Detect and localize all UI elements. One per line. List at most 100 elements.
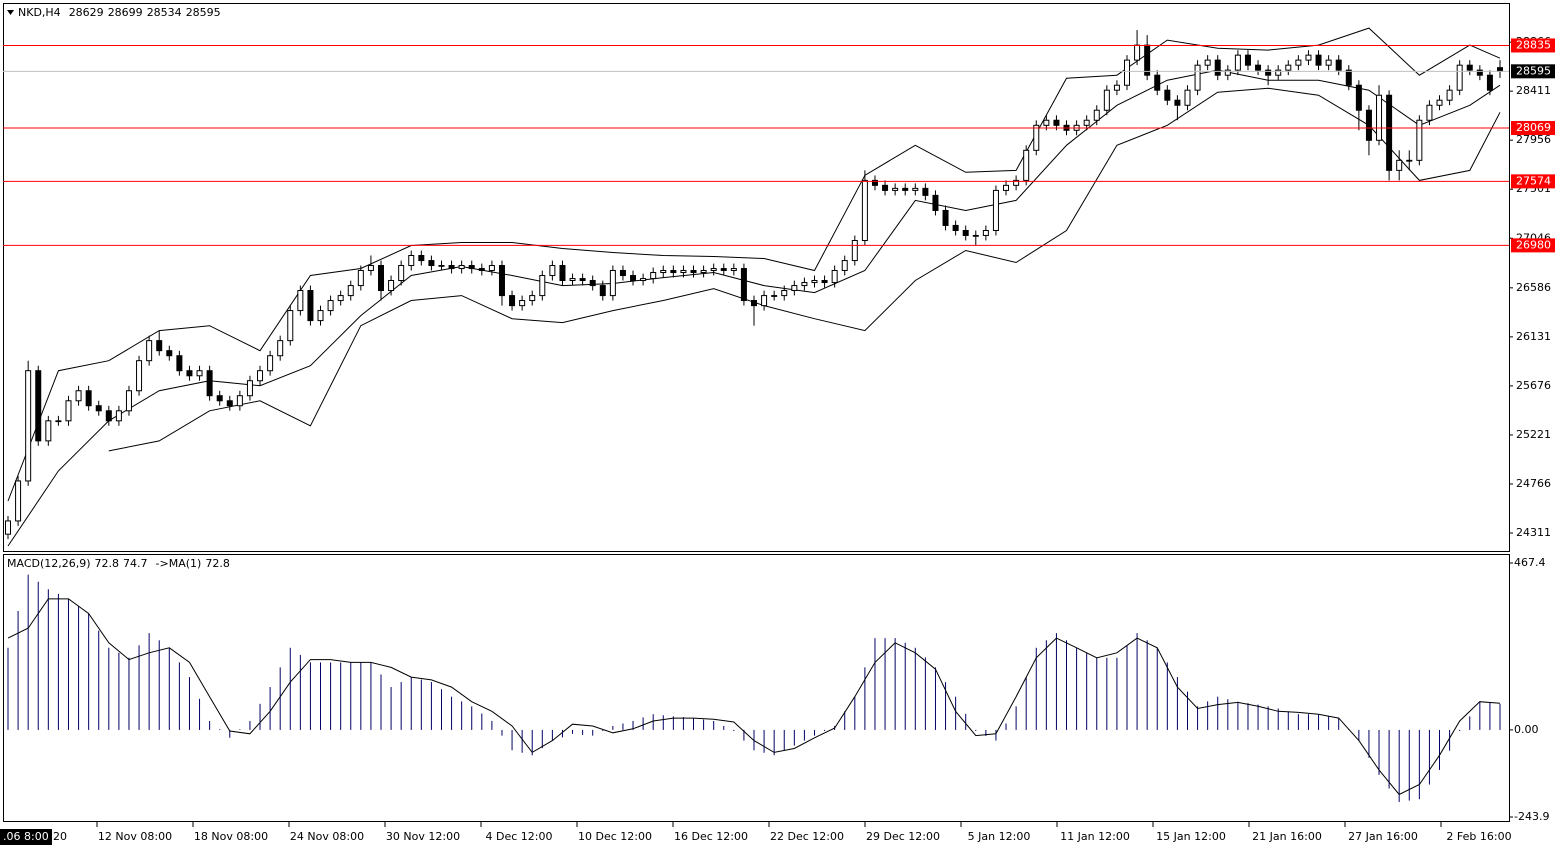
- candle-body: [1144, 44, 1151, 76]
- candle-body: [357, 269, 364, 287]
- candle-body: [1305, 54, 1312, 61]
- candle-body: [599, 285, 606, 297]
- x-tick-label: 30 Nov 12:00: [386, 830, 460, 843]
- candle-body: [982, 229, 989, 236]
- candle-body: [347, 285, 354, 297]
- level-label-box: [1511, 174, 1555, 189]
- candle-body: [1426, 104, 1433, 121]
- chart-header: NKD,H4 28629 28699 28534 28595: [18, 6, 221, 19]
- candle-body: [105, 410, 112, 422]
- candle-body: [781, 290, 788, 297]
- candle-body: [821, 280, 828, 284]
- candle-body: [498, 265, 505, 297]
- candle-body: [448, 265, 455, 270]
- candle-body: [1345, 69, 1352, 86]
- candle-body: [549, 265, 556, 277]
- candle-body: [1053, 119, 1060, 126]
- candle-body: [1124, 59, 1130, 86]
- candle-body: [216, 395, 223, 402]
- header-close: 28595: [186, 6, 221, 19]
- y-tick-label: 25676: [1516, 379, 1551, 392]
- candle-body: [307, 290, 314, 322]
- candle-body: [912, 187, 919, 191]
- level-label: 27574: [1516, 174, 1551, 187]
- candle-body: [1214, 59, 1221, 76]
- candle-body: [700, 269, 707, 274]
- candle-body: [418, 255, 425, 262]
- candle-body: [1244, 54, 1251, 66]
- candle-body: [5, 520, 11, 535]
- header-high: 28699: [108, 6, 143, 19]
- x-tick-label: 15 Jan 12:00: [1156, 830, 1226, 843]
- candle-body: [1194, 64, 1201, 91]
- macd-panel-frame: [3, 554, 1510, 822]
- candle-body: [1043, 119, 1050, 126]
- candle-body: [1234, 54, 1241, 71]
- candle-body: [1255, 64, 1262, 71]
- candle-body: [811, 280, 818, 284]
- candle-body: [771, 295, 778, 297]
- candle-body: [539, 275, 546, 297]
- candle-body: [125, 390, 132, 412]
- y-tick-label: 24766: [1516, 477, 1551, 490]
- candle-body: [841, 260, 848, 271]
- candle-body: [337, 295, 344, 302]
- candle-body: [1436, 99, 1443, 106]
- level-label-box: [1511, 238, 1555, 253]
- candle-body: [1033, 124, 1040, 151]
- candle-body: [660, 269, 667, 274]
- x-tick-label: 24 Nov 08:00: [290, 830, 364, 843]
- candle-body: [85, 390, 92, 407]
- x-tick-label: 21 Jan 16:00: [1252, 830, 1322, 843]
- candle-body: [882, 184, 889, 191]
- macd-y-tick-label: 467.4: [1514, 556, 1546, 569]
- candle-body: [488, 265, 495, 271]
- candle-body: [1023, 149, 1030, 181]
- ma-value: 72.8: [205, 557, 230, 570]
- candle-body: [1285, 64, 1292, 71]
- candle-body: [206, 370, 213, 397]
- x-tick-label: 4 Dec 12:00: [486, 830, 553, 843]
- y-tick-label: 28411: [1516, 84, 1551, 97]
- candle-body: [45, 420, 52, 442]
- x-tick-label: 11 Jan 12:00: [1060, 830, 1130, 843]
- candle-body: [1134, 44, 1141, 61]
- level-label: 28835: [1516, 38, 1551, 51]
- candle-body: [559, 265, 566, 282]
- candle-body: [1184, 89, 1191, 106]
- candle-body: [176, 355, 183, 372]
- candle-body: [892, 187, 899, 191]
- candle-body: [952, 224, 959, 231]
- candle-body: [609, 269, 616, 297]
- y-tick-label: 26131: [1516, 330, 1551, 343]
- candle-body: [680, 269, 687, 274]
- candle-body: [458, 265, 465, 270]
- candle-body: [1275, 69, 1282, 76]
- candle-body: [751, 300, 757, 307]
- candle-body: [740, 268, 747, 302]
- menu-triangle[interactable]: [7, 10, 14, 15]
- candle-body: [75, 390, 82, 402]
- candle-body: [720, 268, 727, 271]
- candle-body: [408, 255, 415, 267]
- candle-body: [428, 260, 435, 267]
- symbol: NKD,H4: [18, 6, 61, 19]
- candle-body: [710, 268, 717, 271]
- candle-body: [1396, 159, 1403, 171]
- candle-body: [519, 300, 526, 307]
- x-tick-label: 5 Jan 12:00: [968, 830, 1031, 843]
- current-price-box: [1511, 64, 1555, 79]
- candle-body: [630, 275, 637, 282]
- candle-body: [1224, 69, 1231, 76]
- candle-body: [156, 340, 163, 352]
- candle-body: [146, 340, 153, 362]
- candle-body: [589, 280, 596, 287]
- candle-body: [962, 229, 969, 236]
- candle-body: [1204, 59, 1211, 66]
- level-label-box: [1511, 38, 1555, 53]
- signal-value: 74.7: [123, 557, 148, 570]
- bollinger-upper: [7, 27, 1501, 502]
- x-tick-label: 10 Dec 12:00: [578, 830, 652, 843]
- level-label: 28069: [1516, 121, 1551, 134]
